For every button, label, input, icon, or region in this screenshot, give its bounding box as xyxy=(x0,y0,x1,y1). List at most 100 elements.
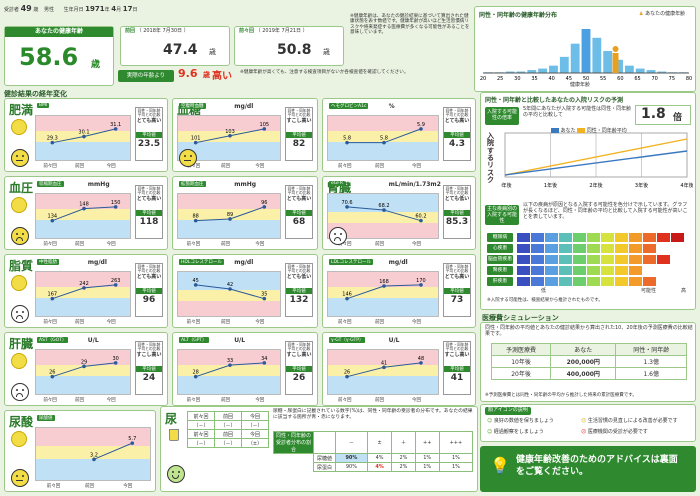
trend-point xyxy=(82,364,86,369)
x-axis-label: 今回 xyxy=(123,484,133,489)
disease-heat-cell xyxy=(517,266,530,275)
disease-heat-cell xyxy=(517,277,530,286)
disease-row-label: 肝疾患 xyxy=(487,277,513,286)
distribution-bar xyxy=(646,70,656,73)
item-unit: mmHg xyxy=(87,181,110,188)
trend-point xyxy=(382,208,386,212)
trend-plot: 167 242 263 xyxy=(35,271,131,317)
avg-label: 平均値 xyxy=(136,365,162,372)
item-name: ヘモグロビンA1c xyxy=(329,103,369,109)
diff-word: 高い xyxy=(212,71,232,82)
judgement-box: 同性・同年齢平均との比較 とても高い 平均値 118 xyxy=(135,185,163,239)
diff-unit: 歳 xyxy=(203,71,210,79)
risk-year-label: 0年後 xyxy=(501,182,512,189)
trend-value-label: 33 xyxy=(227,358,233,364)
age-unit: 歳 xyxy=(33,7,39,13)
before-previous-label: 前々回 xyxy=(239,28,255,34)
urine-row-name-2: 尿蛋白 xyxy=(313,462,336,472)
trend-value-label: 26 xyxy=(49,370,55,376)
disease-heatmap: 糖尿病 心疾患 脳血管疾患 腎疾患 肝疾患 xyxy=(487,233,693,293)
judge-caption: 同性・同年齢平均との比較 xyxy=(287,186,311,195)
x-axis-label: 前回 xyxy=(221,164,230,169)
trend-plot: 5.8 5.8 5.9 xyxy=(327,115,439,161)
urine-dh-4: +++ xyxy=(438,431,474,454)
judgement-box: 同性・同年齢平均との比較 とても高い 平均値 23.5 xyxy=(135,107,163,161)
judge-result: とても高い xyxy=(136,273,162,288)
disease-heat-cell xyxy=(587,277,600,286)
judgement-box: 同性・同年齢平均との比較 すこし高い 平均値 24 xyxy=(135,341,163,395)
med-r1c2: 1.6億 xyxy=(615,367,687,380)
risk-legend-you: あなた xyxy=(560,128,576,134)
disease-high: 高 xyxy=(681,288,687,294)
x-axis-label: 今回 xyxy=(106,242,116,247)
trend-plot: 26 41 48 xyxy=(327,349,439,395)
disease-heat-cell xyxy=(517,244,530,253)
x-axis-label: 前回 xyxy=(85,484,94,489)
x-axis-label: 前回 xyxy=(375,164,384,169)
liver-icon xyxy=(11,353,27,369)
trend-line-chart: 45 42 35 xyxy=(192,278,268,301)
x-axis-label: 前々回 xyxy=(338,242,352,247)
disease-heat-cell xyxy=(629,255,642,264)
trend-panel: 肝臓 AST（GOT） U/L 26 29 30 前々回 前回 今回 同性・同年齢平均との比較 す… xyxy=(4,332,168,406)
item-unit: mL/min/1.73m2 xyxy=(388,181,441,188)
lightbulb-icon: 💡 xyxy=(490,456,510,475)
judge-result: すこし高い xyxy=(444,351,470,366)
distribution-panel: 同性・同年齢の健康年齢分布 ♟ あなたの健康年齢 20 25 30 35 40 45 50 5… xyxy=(474,6,696,92)
disease-heat-cell xyxy=(601,255,614,264)
x-axis-label: 前々回 xyxy=(46,484,61,489)
risk-value: 1.8 xyxy=(641,106,666,122)
trend-point xyxy=(82,134,86,139)
trend-value-label: 30.1 xyxy=(78,130,89,136)
advice-banner: 💡 健康年齢改善のためのアドバイスは裏面をご覧ください。 xyxy=(480,446,696,492)
disease-heat-cell xyxy=(671,233,684,242)
x-axis-label: 今回 xyxy=(411,398,421,403)
disease-heat-cell xyxy=(559,255,572,264)
urine-col-0b: 前々回 xyxy=(187,429,215,439)
trend-point xyxy=(228,363,232,367)
before-previous-date: （ 2019年 7月21日 ） xyxy=(255,28,308,34)
trend-point xyxy=(113,205,118,209)
trend-value-label: 35 xyxy=(261,292,267,298)
urine-d2-3: 1% xyxy=(414,462,440,472)
distribution-tick: 65 xyxy=(634,76,640,82)
before-previous-box: 前々回 （ 2019年 7月21日 ） 50.8 歳 xyxy=(234,26,344,66)
category-title: 脂質 xyxy=(9,259,34,273)
urine-dh-1: ± xyxy=(366,431,393,454)
trend-point xyxy=(50,140,55,145)
trend-value-label: 29.3 xyxy=(47,136,58,142)
risk-chart: 0年後 1年後 2年後 3年後 4年後 xyxy=(501,132,693,189)
trend-panel: 拡張期血圧 mmHg 88 89 96 前々回 前回 今回 同性・同年齢平均との比較 とても高い… xyxy=(172,176,318,250)
x-axis-label: 今回 xyxy=(411,320,421,325)
avg-label: 平均値 xyxy=(444,365,470,372)
trend-point xyxy=(382,365,386,370)
med-r0c0: 10年後 xyxy=(490,355,552,368)
risk-year-label: 4年後 xyxy=(680,182,693,189)
trend-panel: ヘモグロビンA1c% 5.8 5.8 5.9 前々回 前回 今回 同性・同年齢平均との比較 と… xyxy=(322,98,476,172)
urine-dist-table: 同性・同年齢の受診者分布の割合－ ± ＋ ++ +++ 尿糖値 90% 4% 2% 1% 1% 尿… xyxy=(273,431,474,472)
status-face-icon xyxy=(11,227,29,245)
icon-legend-4: 医療機関の受診が必要です xyxy=(587,429,648,435)
trend-value-label: 105 xyxy=(260,122,270,128)
trend-value-label: 45 xyxy=(192,278,198,284)
item-name: 中性脂肪 xyxy=(37,259,59,265)
avg-value: 24 xyxy=(142,372,156,383)
trend-value-label: 167 xyxy=(48,292,58,298)
trend-point xyxy=(113,127,118,131)
disease-heat-cell xyxy=(601,266,614,275)
risk-title: 同性・同年齢と比較したあなたの入院リスクの予測 xyxy=(485,97,624,104)
item-name: 収縮期血圧 xyxy=(37,181,64,187)
item-unit: mg/dl xyxy=(234,103,254,110)
trend-point xyxy=(130,441,135,445)
urine-cup-icon xyxy=(11,431,27,447)
medical-title: 医療費シミュレーション xyxy=(482,314,559,322)
trend-value-label: 146 xyxy=(342,292,352,298)
avg-label: 平均値 xyxy=(286,209,312,216)
urine-d1-2: 2% xyxy=(391,453,416,463)
distribution-bar xyxy=(570,43,580,73)
disease-row-label: 心疾患 xyxy=(487,244,513,253)
trend-plot: 146 168 170 xyxy=(327,271,439,317)
disease-text: 以下の疾病が原因となる入院する可能性を色分けで示しています。グラフが長くなるほど… xyxy=(523,202,688,220)
urine-r2-2: （±） xyxy=(241,438,269,448)
x-axis-label: 前々回 xyxy=(338,320,352,325)
